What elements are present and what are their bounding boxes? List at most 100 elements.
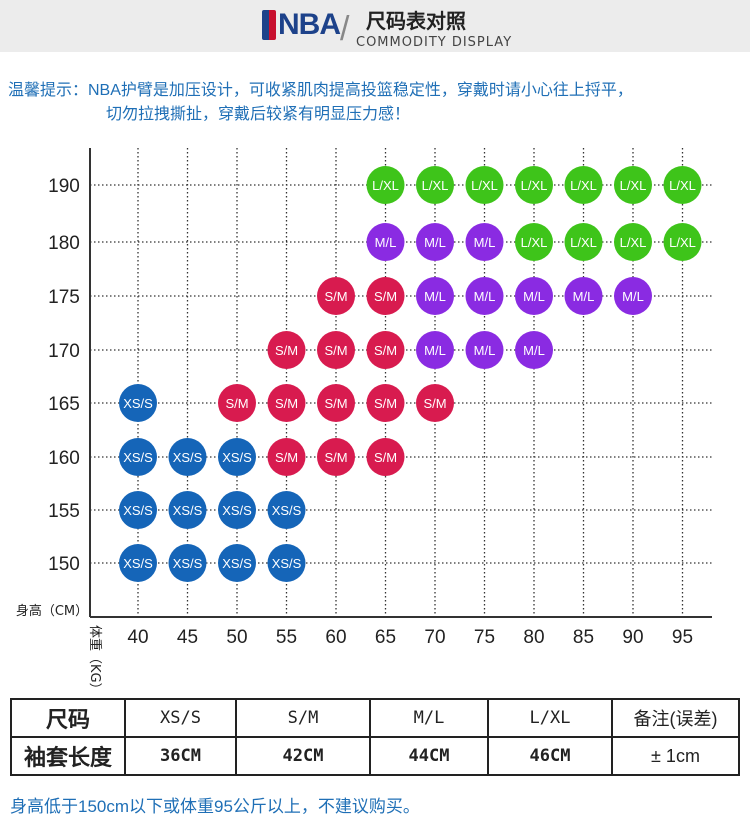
data-point-label: S/M [324,289,347,304]
data-point: L/XL [614,223,652,261]
data-point-label: M/L [474,235,496,250]
data-point-label: M/L [424,343,446,358]
x-tick-label: 65 [375,627,396,648]
data-point-dot [366,166,405,204]
data-point-label: L/XL [620,178,647,193]
data-point-dot [515,331,553,369]
data-point: L/XL [416,166,454,204]
data-point-dot [663,223,702,261]
x-tick-label: 85 [573,627,594,648]
x-tick-label: 40 [127,627,148,648]
data-point: M/L [416,277,454,315]
data-point-dot [614,166,652,204]
data-point: S/M [267,384,306,422]
data-point: L/XL [515,166,553,204]
data-point-dot [465,331,504,369]
data-point-label: M/L [424,235,446,250]
data-point-dot [366,438,405,476]
data-point-label: XS/S [123,503,153,518]
y-tick-label: 180 [48,233,80,254]
data-point-label: L/XL [521,178,548,193]
data-point: M/L [515,331,553,369]
data-point: M/L [614,277,652,315]
data-point: L/XL [564,166,603,204]
data-point: XS/S [168,438,207,476]
x-tick-label: 60 [325,627,346,648]
data-point: XS/S [267,544,306,582]
data-point: S/M [366,277,405,315]
table-cell: 36CM [124,736,237,776]
data-point-dot [366,384,405,422]
data-point: S/M [218,384,256,422]
table-cell-note-label: 备注(误差) [611,698,740,738]
data-point-label: S/M [275,450,298,465]
y-axis-title: 身高（CM） [16,603,88,619]
data-point-label: XS/S [272,503,302,518]
data-point-label: L/XL [570,178,597,193]
y-tick-label: 190 [48,176,80,197]
data-point-label: M/L [523,343,545,358]
table-cell: 42CM [235,736,371,776]
table-cell: S/M [235,698,371,738]
data-point-label: S/M [275,343,298,358]
data-point: M/L [416,223,454,261]
data-point: M/L [366,223,405,261]
data-point-label: S/M [324,450,347,465]
data-point: M/L [564,277,603,315]
data-point-dot [168,491,207,529]
data-point-label: XS/S [173,450,203,465]
data-point: M/L [465,331,504,369]
data-point-label: XS/S [222,556,252,571]
data-point: XS/S [119,544,157,582]
table-cell: L/XL [487,698,613,738]
table-cell: XS/S [124,698,237,738]
y-tick-label: 160 [48,448,80,469]
data-point-label: S/M [423,396,446,411]
y-tick-label: 175 [48,287,80,308]
y-tick-label: 170 [48,341,80,362]
data-point-dot [416,223,454,261]
table-cell-tolerance: ± 1cm [611,736,740,776]
data-point-label: S/M [225,396,248,411]
data-point: L/XL [564,223,603,261]
data-point: L/XL [663,166,702,204]
data-point: L/XL [366,166,405,204]
data-point: L/XL [465,166,504,204]
data-point-dot [564,223,603,261]
data-point: M/L [515,277,553,315]
data-point-label: M/L [523,289,545,304]
data-point-dot [416,166,454,204]
header-title-cn: 尺码表对照 [366,11,466,33]
data-point-dot [218,491,256,529]
data-point-dot [515,277,553,315]
data-point-dot [218,384,256,422]
data-point-label: XS/S [123,556,153,571]
data-point: XS/S [119,438,157,476]
x-tick-label: 80 [523,627,544,648]
data-point-dot [119,491,157,529]
data-point-label: L/XL [669,178,696,193]
data-point: L/XL [614,166,652,204]
data-point: S/M [366,384,405,422]
data-point-dot [317,438,355,476]
table-cell: M/L [369,698,489,738]
data-point-label: L/XL [620,235,647,250]
data-point: S/M [366,331,405,369]
data-point-label: XS/S [123,396,153,411]
data-point-dot [366,331,405,369]
data-point: XS/S [168,544,207,582]
header-banner: NBA / 尺码表对照 COMMODITY DISPLAY [0,0,750,52]
y-tick-label: 165 [48,394,80,415]
nba-logo: NBA [262,10,341,40]
data-point-dot [168,544,207,582]
data-point-label: S/M [324,343,347,358]
data-point-label: XS/S [222,503,252,518]
header-slash-divider: / [340,10,350,48]
data-point-dot [119,544,157,582]
data-point-dot [267,544,306,582]
data-point: S/M [317,277,355,315]
y-tick-label: 155 [48,501,80,522]
data-point: L/XL [663,223,702,261]
tip-line-2: 切勿拉拽撕扯，穿戴后较紧有明显压力感！ [106,106,411,123]
y-tick-label: 150 [48,554,80,575]
